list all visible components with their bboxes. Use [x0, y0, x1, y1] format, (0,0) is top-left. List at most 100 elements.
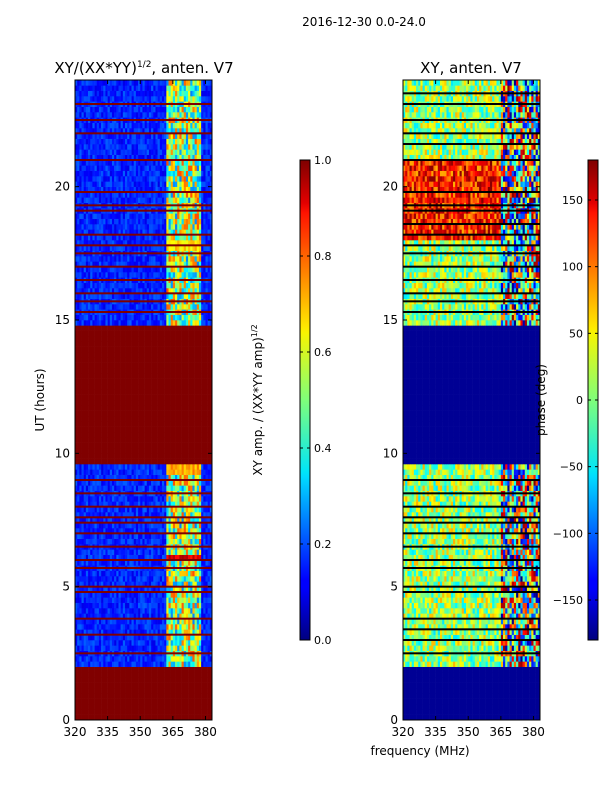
heat-cell [90, 538, 93, 545]
heat-cell [207, 576, 211, 582]
heat-cell [166, 608, 169, 614]
heat-cell [192, 672, 195, 678]
heat-cell [198, 698, 202, 705]
heat-cell [185, 496, 189, 502]
heat-cell [127, 613, 130, 619]
heat-cell [185, 586, 189, 593]
heat-cell [151, 352, 154, 358]
heat-cell [170, 304, 174, 310]
heat-cell [77, 554, 80, 561]
heat-cell [127, 378, 130, 385]
heat-cell [81, 357, 84, 363]
heat-cell [203, 442, 206, 449]
heat-cell [96, 320, 100, 326]
heat-cell [103, 597, 106, 603]
heat-cell [92, 533, 95, 539]
heat-cell [198, 453, 202, 459]
heat-cell [148, 437, 152, 443]
heat-cell [157, 304, 161, 310]
heat-cell [203, 608, 206, 614]
heat-cell [96, 602, 100, 609]
heat-cell [183, 538, 187, 545]
heat-cell [188, 586, 191, 593]
heat-cell [109, 330, 113, 337]
heat-cell [75, 704, 78, 710]
heat-cell [81, 698, 84, 705]
heat-cell [125, 437, 128, 443]
heat-cell [209, 357, 212, 363]
heat-cell [116, 517, 119, 523]
heat-cell [168, 346, 171, 353]
heat-cell [168, 453, 171, 459]
heat-cell [148, 330, 152, 337]
heat-cell [164, 432, 167, 438]
heat-cell [88, 394, 91, 401]
heat-cell [146, 341, 150, 347]
heat-cell [79, 474, 82, 481]
heat-cell [107, 645, 111, 651]
heat-cell [175, 384, 178, 390]
heat-cell [114, 464, 117, 470]
heat-cell [90, 581, 93, 587]
heat-cell [125, 592, 128, 598]
heat-cell [133, 426, 137, 433]
heat-cell [198, 560, 202, 566]
heat-cell [138, 528, 141, 534]
heat-cell [161, 432, 165, 438]
heat-cell [209, 346, 212, 353]
heat-cell [146, 389, 150, 395]
heat-cell [157, 336, 161, 342]
heat-cell [120, 608, 124, 614]
heat-cell [131, 357, 135, 363]
heat-cell [96, 597, 100, 603]
heat-cell [90, 618, 93, 625]
heat-cell [192, 656, 195, 662]
heat-cell [96, 437, 100, 443]
heat-cell [116, 533, 119, 539]
heat-cell [140, 389, 143, 395]
heat-cell [88, 320, 91, 326]
heat-cell [151, 528, 154, 534]
heat-cell [109, 522, 113, 529]
heat-cell [131, 576, 135, 582]
heat-cell [122, 533, 126, 539]
heat-cell [120, 362, 124, 369]
heat-cell [114, 437, 117, 443]
heat-cell [81, 538, 84, 545]
heat-cell [157, 522, 161, 529]
heat-cell [153, 693, 156, 699]
heat-cell [170, 368, 174, 374]
heat-cell [79, 421, 82, 427]
heat-cell [88, 656, 91, 662]
heat-cell [85, 400, 89, 406]
heat-cell [107, 517, 111, 523]
heat-cell [172, 538, 176, 545]
heat-cell [101, 330, 104, 337]
heat-cell [114, 357, 117, 363]
heat-cell [114, 570, 117, 577]
heat-cell [188, 320, 191, 326]
heat-cell [166, 661, 169, 667]
heat-cell [159, 362, 163, 369]
heat-cell [131, 666, 135, 673]
heat-cell [198, 400, 202, 406]
heat-cell [181, 357, 185, 363]
heat-cell [142, 394, 145, 401]
heat-cell [98, 624, 102, 630]
heat-cell [94, 501, 98, 507]
heat-cell [209, 384, 212, 390]
heat-cell [96, 378, 100, 385]
heat-cell [144, 405, 148, 411]
heat-cell [131, 512, 135, 518]
heat-cell [129, 709, 132, 715]
heat-cell [203, 672, 206, 678]
heat-cell [96, 506, 100, 513]
heat-cell [138, 501, 141, 507]
heat-cell [181, 528, 185, 534]
heat-cell [194, 688, 198, 694]
heat-cell [105, 368, 108, 374]
heat-cell [185, 704, 189, 710]
heat-cell [144, 485, 148, 491]
heat-cell [114, 378, 117, 385]
heat-cell [198, 634, 202, 641]
